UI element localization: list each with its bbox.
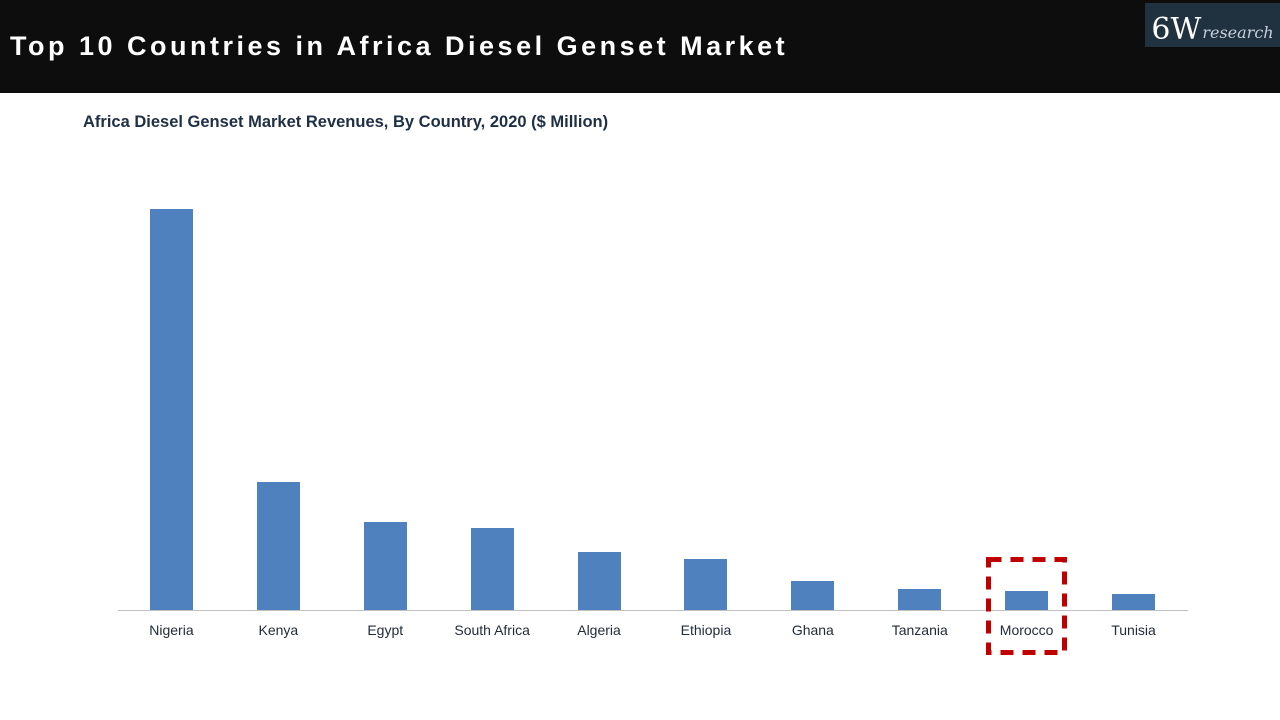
bar-tunisia	[1112, 594, 1156, 610]
x-axis-label-ghana: Ghana	[791, 622, 834, 638]
logo-research-text: research	[1202, 23, 1274, 42]
plot-area	[118, 190, 1187, 610]
bar-morocco	[1005, 591, 1049, 610]
bar-nigeria	[149, 209, 193, 610]
logo-6w-text: 6W	[1151, 11, 1202, 47]
x-axis-label-nigeria: Nigeria	[149, 622, 194, 638]
x-axis-label-south-africa: South Africa	[454, 622, 530, 638]
x-axis-line	[118, 610, 1188, 611]
x-axis-label-tunisia: Tunisia	[1111, 622, 1156, 638]
x-axis-label-tanzania: Tanzania	[891, 622, 948, 638]
logo: 6W research	[1145, 3, 1280, 47]
bar-tanzania	[898, 589, 942, 610]
header-bar: Top 10 Countries in Africa Diesel Genset…	[0, 0, 1280, 93]
bar-kenya	[256, 482, 300, 610]
page-title: Top 10 Countries in Africa Diesel Genset…	[10, 31, 789, 61]
x-axis-label-egypt: Egypt	[367, 622, 404, 638]
x-axis-label-morocco: Morocco	[999, 622, 1054, 638]
bar-south-africa	[470, 528, 514, 610]
x-axis-label-algeria: Algeria	[577, 622, 621, 638]
bar-ghana	[791, 581, 835, 610]
x-axis-label-kenya: Kenya	[258, 622, 299, 638]
bar-egypt	[363, 522, 407, 610]
chart-title: Africa Diesel Genset Market Revenues, By…	[83, 113, 609, 131]
x-axis-labels: Nigeria Kenya Egypt South Africa Algeria Ethi…	[118, 622, 1187, 644]
x-axis-label-ethiopia: Ethiopia	[680, 622, 732, 638]
bar-algeria	[577, 552, 621, 610]
bar-ethiopia	[684, 559, 728, 610]
